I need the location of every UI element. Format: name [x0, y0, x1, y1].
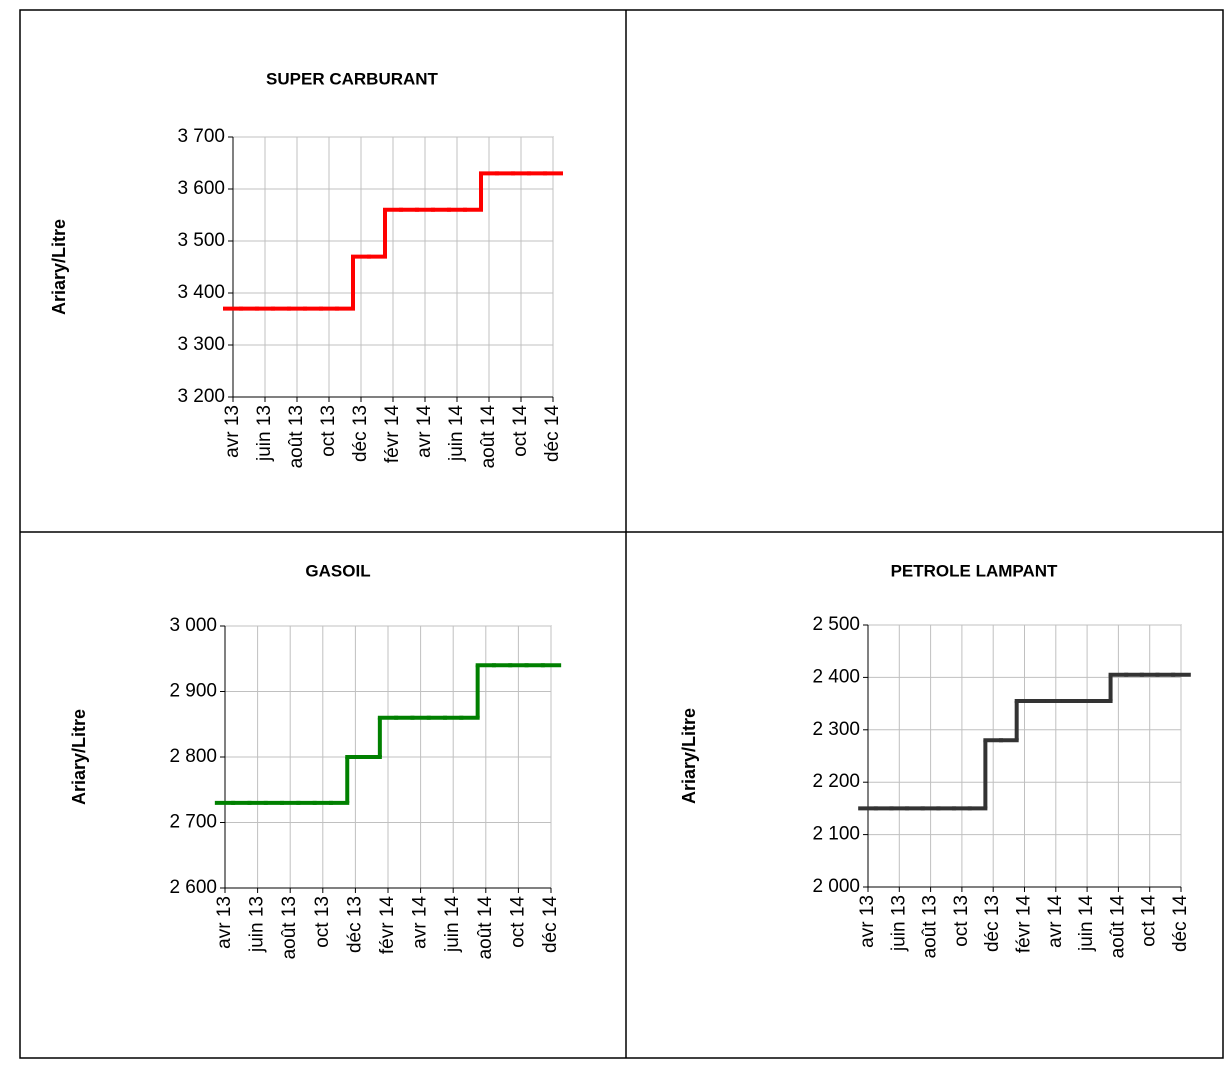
- x-tick-label: avr 14: [1045, 895, 1066, 948]
- x-tick-label: oct 13: [951, 895, 972, 947]
- x-tick-label: déc 14: [542, 405, 563, 462]
- x-tick-label: févr 14: [382, 405, 403, 464]
- x-tick-label: déc 14: [1170, 895, 1191, 952]
- x-tick-label: juin 14: [446, 405, 467, 462]
- y-tick-label: 2 200: [812, 771, 860, 792]
- x-tick-label: oct 14: [1139, 895, 1160, 947]
- x-tick-label: févr 14: [1014, 895, 1035, 954]
- y-tick-label: 2 300: [812, 719, 860, 740]
- x-tick-label: août 14: [475, 896, 496, 960]
- table-frame: [19, 9, 1224, 1059]
- y-tick-label: 2 000: [812, 876, 860, 897]
- y-tick-label: 3 600: [177, 178, 225, 199]
- x-tick-label: août 13: [286, 405, 307, 468]
- y-tick-label: 3 500: [177, 230, 225, 251]
- y-tick-label: 3 200: [177, 386, 225, 407]
- x-tick-label: avr 13: [214, 896, 235, 949]
- x-tick-label: déc 13: [344, 896, 365, 953]
- x-tick-label: juin 13: [888, 895, 909, 952]
- y-axis-label: Ariary/Litre: [69, 709, 89, 805]
- x-tick-label: juin 13: [254, 405, 275, 462]
- y-tick-label: 3 400: [177, 282, 225, 303]
- x-tick-label: oct 14: [507, 896, 528, 948]
- y-tick-label: 2 600: [169, 877, 217, 898]
- y-tick-label: 2 900: [169, 681, 217, 702]
- x-tick-label: déc 13: [350, 405, 371, 462]
- chart-title: GASOIL: [305, 561, 370, 580]
- x-tick-label: déc 14: [540, 896, 561, 953]
- x-tick-label: oct 13: [312, 896, 333, 948]
- x-tick-label: juin 13: [247, 896, 268, 953]
- y-tick-label: 2 100: [812, 824, 860, 845]
- y-tick-label: 2 700: [169, 812, 217, 833]
- x-tick-label: avr 13: [222, 405, 243, 458]
- x-tick-label: avr 14: [414, 405, 435, 458]
- y-tick-label: 2 800: [169, 746, 217, 767]
- x-tick-label: oct 13: [318, 405, 339, 457]
- y-tick-label: 3 300: [177, 334, 225, 355]
- y-tick-label: 2 400: [812, 666, 860, 687]
- y-axis-label: Ariary/Litre: [49, 219, 69, 315]
- x-tick-label: juin 14: [442, 896, 463, 953]
- x-tick-label: oct 14: [510, 405, 531, 457]
- x-tick-label: févr 14: [377, 896, 398, 955]
- chart-title: SUPER CARBURANT: [266, 69, 439, 88]
- x-tick-label: juin 14: [1076, 895, 1097, 952]
- x-tick-label: août 13: [279, 896, 300, 959]
- x-tick-label: avr 14: [410, 896, 431, 949]
- y-tick-label: 2 500: [812, 614, 860, 635]
- x-tick-label: août 13: [920, 895, 941, 958]
- x-tick-label: août 14: [1107, 895, 1128, 959]
- x-tick-label: avr 13: [857, 895, 878, 948]
- chart-title: PETROLE LAMPANT: [891, 561, 1058, 580]
- y-tick-label: 3 000: [169, 615, 217, 636]
- x-tick-label: août 14: [478, 405, 499, 469]
- x-tick-label: déc 13: [982, 895, 1003, 952]
- y-axis-label: Ariary/Litre: [679, 708, 699, 804]
- y-tick-label: 3 700: [177, 126, 225, 147]
